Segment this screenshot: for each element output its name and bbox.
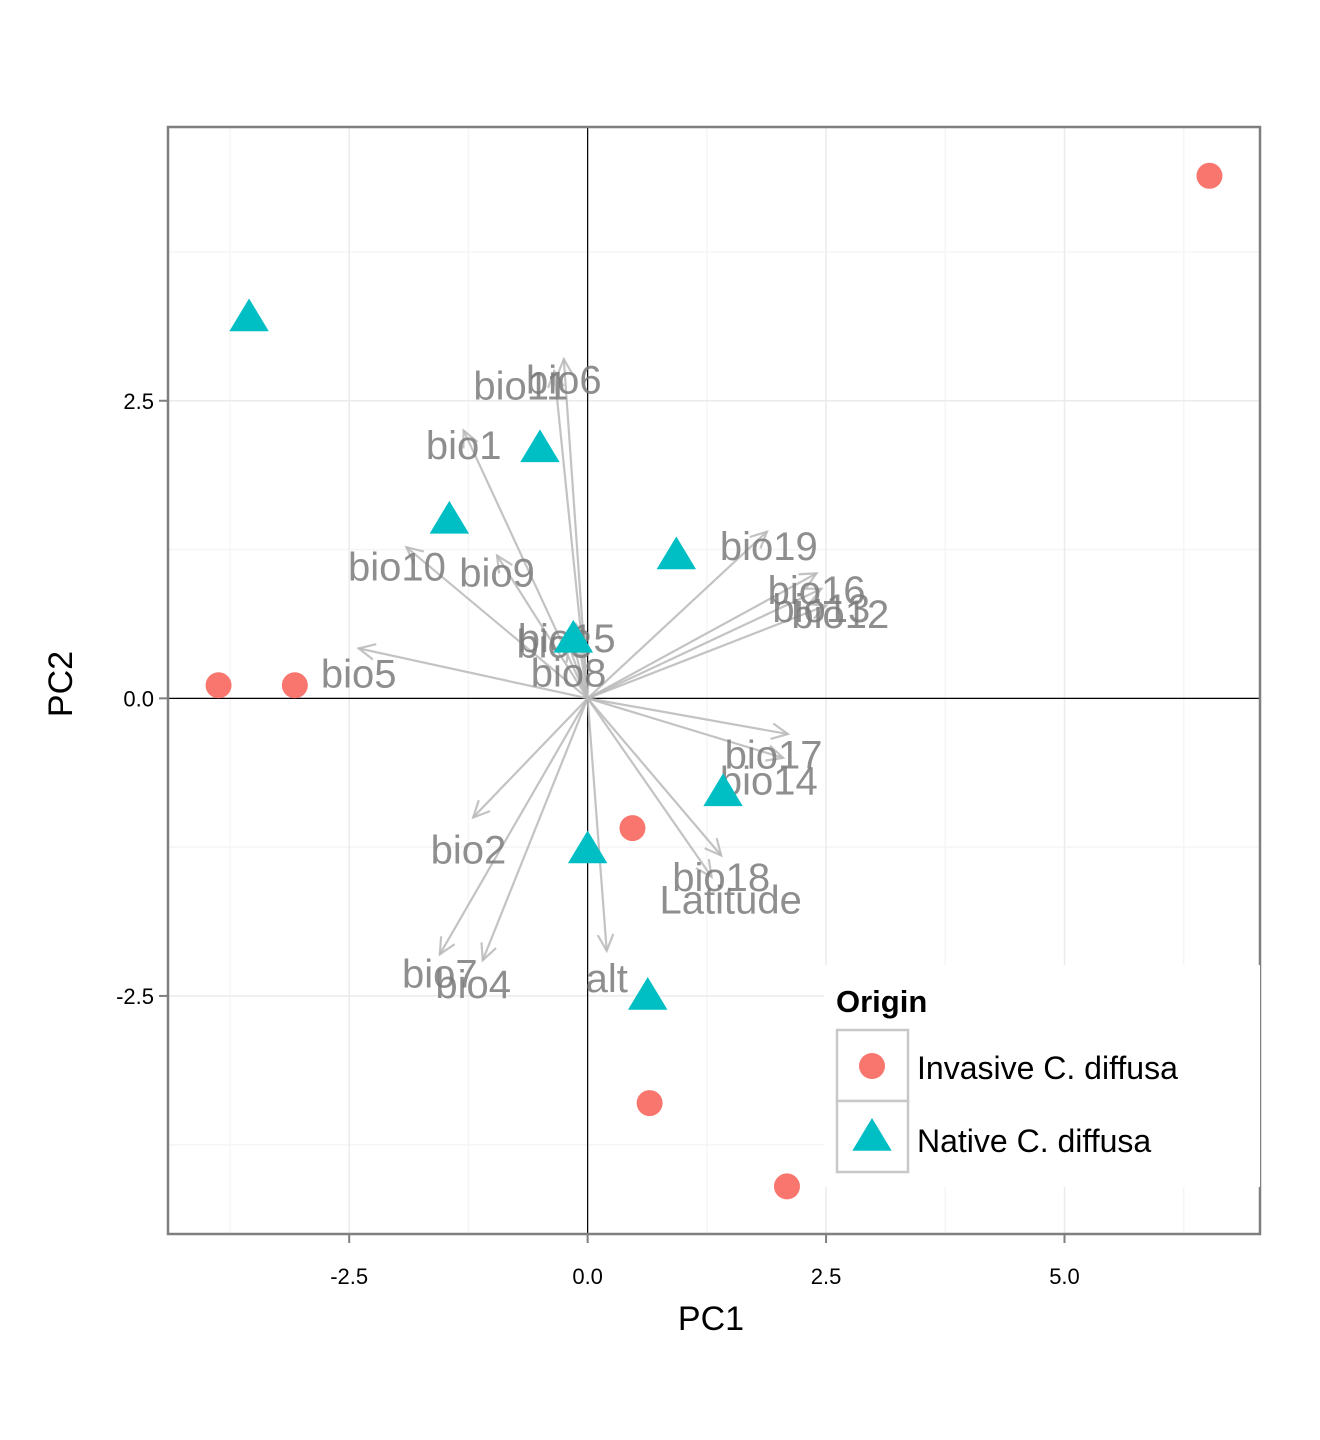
y-tick-label: 0.0 xyxy=(123,686,154,711)
loading-arrow-bio19 xyxy=(586,529,769,700)
arrow-label-bio1: bio1 xyxy=(426,424,502,468)
arrow-label-bio8: bio8 xyxy=(531,651,607,695)
y-tick-label: 2.5 xyxy=(123,389,154,414)
point-invasive xyxy=(1196,162,1223,189)
loading-arrow-bio17 xyxy=(587,697,791,740)
arrow-label-bio12: bio12 xyxy=(791,593,889,637)
legend-marker-native xyxy=(852,1118,892,1151)
point-native xyxy=(553,619,594,653)
point-invasive xyxy=(205,672,232,699)
loading-arrow-bio7 xyxy=(438,697,589,957)
loading-arrow-bio18 xyxy=(586,697,723,858)
x-tick-label: 2.5 xyxy=(811,1264,842,1289)
data-points xyxy=(205,162,1223,1200)
x-axis: -2.5 0.0 2.5 5.0 xyxy=(330,1234,1080,1289)
arrow-label-alt: alt xyxy=(586,957,628,1001)
point-native xyxy=(567,830,608,864)
x-tick-label: 5.0 xyxy=(1049,1264,1080,1289)
arrow-label-bio2: bio2 xyxy=(431,829,507,873)
legend-label-invasive: Invasive C. diffusa xyxy=(917,1050,1178,1086)
point-invasive xyxy=(636,1090,663,1117)
point-native xyxy=(703,773,743,807)
x-tick-label: -2.5 xyxy=(330,1264,368,1289)
x-tick-label: 0.0 xyxy=(572,1264,603,1289)
arrow-label-bio7: bio7 xyxy=(402,952,478,996)
point-native xyxy=(429,500,470,534)
loading-arrow-bio5 xyxy=(356,643,588,700)
legend-title: Origin xyxy=(836,984,927,1019)
arrow-label-bio17: bio17 xyxy=(725,733,823,777)
point-native xyxy=(656,536,697,570)
arrow-label-bio4: bio4 xyxy=(435,963,511,1007)
arrow-label-bio11: bio11 xyxy=(473,364,568,408)
loading-arrow-latitude xyxy=(586,697,714,879)
reference-lines xyxy=(168,127,1260,1234)
legend-marker-invasive xyxy=(859,1053,885,1079)
arrow-label-bio16: bio16 xyxy=(768,569,866,613)
loading-arrow-bio10 xyxy=(404,545,589,700)
arrow-label-bio13: bio13 xyxy=(772,587,870,631)
loading-arrow-bio16 xyxy=(587,572,819,700)
y-axis-title: PC2 xyxy=(42,651,80,717)
plot-panel-border xyxy=(166,125,1262,1236)
loading-arrow-bio2 xyxy=(471,697,589,820)
arrow-label-bio5: bio5 xyxy=(321,652,397,696)
loading-arrow-alt xyxy=(586,698,615,954)
arrow-label-bio9: bio9 xyxy=(459,551,535,595)
loading-arrow-bio12 xyxy=(587,602,829,700)
point-native xyxy=(627,976,668,1010)
legend: Origin Invasive C. diffusa Native C. dif… xyxy=(824,965,1260,1187)
arrow-label-latitude: Latitude xyxy=(660,879,802,923)
point-native xyxy=(229,298,269,332)
x-axis-title: PC1 xyxy=(678,1300,744,1338)
arrow-label-bio6: bio6 xyxy=(526,358,602,402)
arrow-label-bio18: bio18 xyxy=(672,856,770,900)
point-invasive xyxy=(281,672,308,699)
point-invasive xyxy=(619,815,646,842)
point-invasive xyxy=(773,1173,800,1200)
arrow-label-bio19: bio19 xyxy=(720,525,818,569)
loading-arrow-bio13 xyxy=(587,587,824,700)
y-axis: -2.5 0.0 2.5 xyxy=(116,389,168,1009)
loading-arrow-bio9 xyxy=(495,553,589,699)
loading-arrow-bio4 xyxy=(480,697,589,963)
legend-label-native: Native C. diffusa xyxy=(917,1123,1151,1159)
arrow-label-bio10: bio10 xyxy=(348,545,446,589)
minor-gridlines xyxy=(168,127,1260,1234)
legend-key-native xyxy=(835,1099,910,1174)
loading-arrow-bio14 xyxy=(587,697,786,762)
y-tick-label: -2.5 xyxy=(116,984,154,1009)
point-native xyxy=(520,429,560,463)
